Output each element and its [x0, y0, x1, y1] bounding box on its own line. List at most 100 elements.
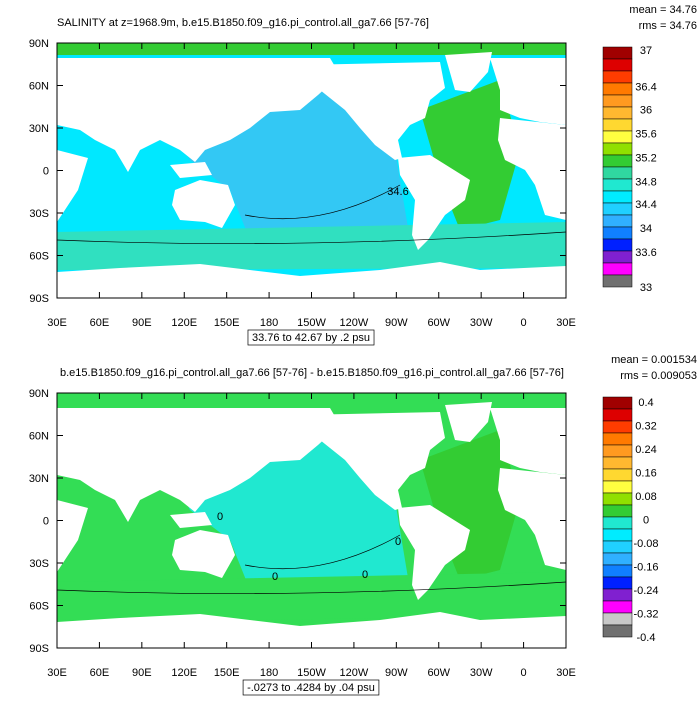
lon-label: 30W: [470, 317, 493, 329]
colorbar-box: [602, 456, 633, 470]
map: 0 0 0 0: [56, 393, 567, 648]
land: [170, 162, 212, 178]
colorbar-label: -0.08: [633, 538, 658, 550]
lon-label: 90W: [385, 667, 408, 679]
colorbar-label: 0.4: [638, 397, 653, 409]
lon-label: 0: [521, 667, 527, 679]
lon-label: 60E: [90, 317, 110, 329]
lon-label: 30W: [470, 667, 493, 679]
lat-label: 90S: [29, 643, 49, 655]
colorbar-box: [602, 142, 633, 156]
lon-label: 120W: [340, 317, 369, 329]
colorbar-box: [602, 238, 633, 252]
colorbar-box: [602, 214, 633, 228]
colorbar-box: [602, 178, 633, 192]
lat-label: 90N: [29, 38, 49, 50]
lon-label: 150W: [297, 317, 326, 329]
lon-label: 60W: [427, 317, 450, 329]
lat-label: 90S: [29, 293, 49, 305]
panel-title: b.e15.B1850.f09_g16.pi_control.all_ga7.6…: [60, 367, 564, 379]
land: [57, 612, 566, 648]
contour-line: [56, 581, 567, 594]
colorbar-box: [602, 492, 633, 506]
lat-label: 30N: [29, 473, 49, 485]
colorbar-box: [602, 274, 633, 288]
colorbar-label: 0: [643, 514, 649, 526]
colorbar-box: [602, 58, 633, 72]
lat-label: 60N: [29, 81, 49, 93]
colorbar-label: 34.8: [635, 176, 656, 188]
colorbar-box: [602, 588, 633, 602]
lon-label: 120E: [171, 317, 197, 329]
land: [498, 468, 566, 570]
colorbar-box: [602, 190, 633, 204]
lat-label: 30N: [29, 123, 49, 135]
colorbar-box: [602, 552, 633, 566]
colorbar-box: [602, 504, 633, 518]
lon-label: 60W: [427, 667, 450, 679]
lon-label: 90W: [385, 317, 408, 329]
contour-label: 0: [395, 536, 401, 548]
colorbar-box: [602, 82, 633, 96]
colorbar-box: [602, 432, 633, 446]
mean-stat: mean = 34.76: [629, 4, 697, 16]
lon-label: 150E: [214, 667, 240, 679]
colorbar-box: [602, 154, 633, 168]
colorbar-box: [602, 118, 633, 132]
colorbar-box: [602, 262, 633, 276]
colorbar-box: [602, 106, 633, 120]
land: [445, 402, 492, 442]
colorbar-label: -0.16: [633, 561, 658, 573]
range-box: [247, 329, 375, 346]
colorbar-label: 37: [640, 45, 652, 57]
lat-label: 0: [43, 516, 49, 528]
colorbar-box: [602, 70, 633, 84]
colorbar-label: -0.32: [633, 608, 658, 620]
colorbar-label: -0.4: [637, 632, 656, 644]
panel-title: SALINITY at z=1968.9m, b.e15.B1850.f09_g…: [57, 17, 429, 29]
colorbar-box: [602, 444, 633, 458]
colorbar-label: 0.32: [635, 420, 656, 432]
land: [172, 180, 235, 228]
land: [57, 500, 88, 572]
lon-label: 30E: [556, 317, 576, 329]
colorbar-label: 34: [640, 223, 652, 235]
colorbar-label: 33.6: [635, 247, 656, 259]
colorbar-label: 33: [640, 282, 652, 294]
contour-label: 34.6: [387, 186, 408, 198]
contour-label: 0: [217, 511, 223, 523]
lon-label: 150E: [214, 317, 240, 329]
lat-label: 60S: [29, 251, 49, 263]
land: [170, 512, 212, 528]
lon-label: 0: [521, 317, 527, 329]
colorbar-box: [602, 576, 633, 590]
range-text: -.0273 to .4284 by .04 psu: [247, 682, 375, 694]
colorbar-box: [602, 94, 633, 108]
land: [300, 412, 445, 510]
lon-label: 90E: [132, 317, 152, 329]
land: [57, 408, 340, 522]
colorbar-box: [602, 46, 633, 60]
colorbar-label: 35.2: [635, 152, 656, 164]
colorbar-label: 34.4: [635, 199, 656, 211]
map: 34.6: [56, 43, 567, 298]
colorbar-label: 0.24: [635, 444, 656, 456]
lon-label: 180: [260, 317, 278, 329]
colorbar-label: 0.16: [635, 467, 656, 479]
colorbar-label: 0.08: [635, 491, 656, 503]
contour-line: [244, 534, 401, 570]
lon-label: 180: [260, 667, 278, 679]
lon-label: 60E: [90, 667, 110, 679]
colorbar-box: [602, 624, 633, 638]
lat-label: 90N: [29, 388, 49, 400]
land: [300, 62, 445, 160]
contour-label: 0: [272, 571, 278, 583]
map-panel: 0 0 0 0 90N 60N 30N 0 30S 60S 90S 30E 60E 90E 120E 150E…: [29, 354, 697, 696]
lon-label: 90E: [132, 667, 152, 679]
colorbar-box: [602, 612, 633, 626]
lat-label: 60N: [29, 431, 49, 443]
map-panel: 34.6 90N 60N 30N 0 30S 60S 90S 30E 60E 90E 120E 150E…: [29, 4, 697, 346]
contour-line: [244, 184, 401, 220]
lat-label: 0: [43, 166, 49, 178]
